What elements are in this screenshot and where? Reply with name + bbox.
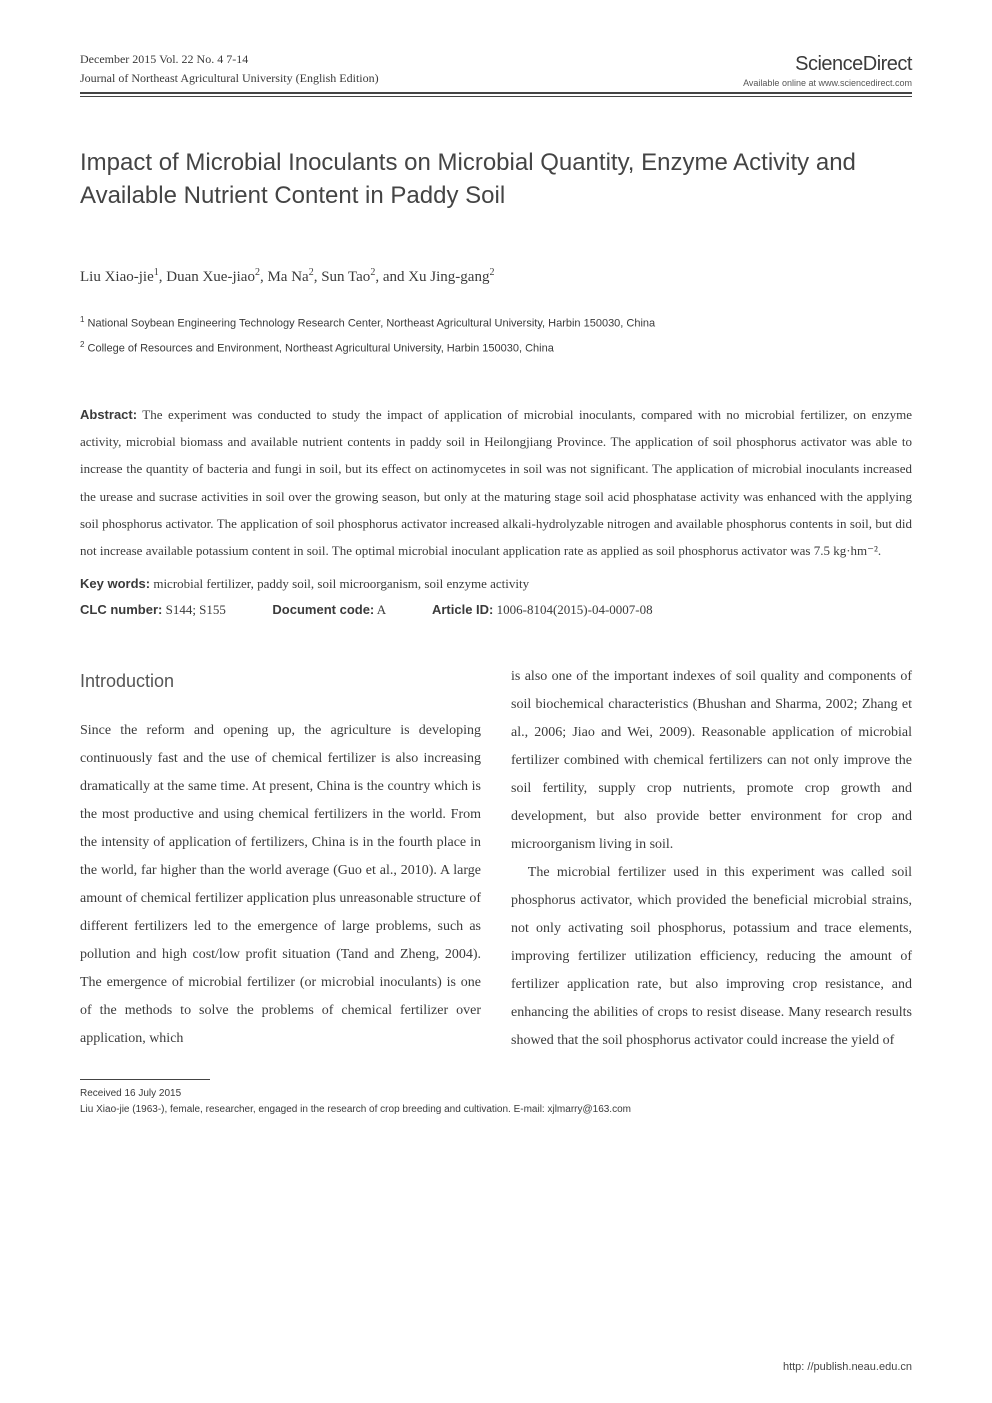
abstract-text: The experiment was conducted to study th… bbox=[80, 407, 912, 558]
doc-code-label: Document code: bbox=[272, 602, 374, 617]
affiliation-text-1: National Soybean Engineering Technology … bbox=[84, 318, 655, 330]
journal-name: Journal of Northeast Agricultural Univer… bbox=[80, 69, 379, 88]
keywords: Key words: microbial fertilizer, paddy s… bbox=[80, 571, 912, 597]
footnote-received: Received 16 July 2015 bbox=[80, 1086, 912, 1102]
article-title: Impact of Microbial Inoculants on Microb… bbox=[80, 147, 912, 212]
affiliations: 1 National Soybean Engineering Technolog… bbox=[80, 311, 912, 361]
keywords-text: microbial fertilizer, paddy soil, soil m… bbox=[150, 576, 529, 591]
article-meta: CLC number: S144; S155 Document code: A … bbox=[80, 597, 912, 623]
intro-paragraph-right-1: is also one of the important indexes of … bbox=[511, 663, 912, 859]
article-id-label: Article ID: bbox=[432, 602, 493, 617]
doc-code-value: A bbox=[374, 602, 385, 617]
header-right: ScienceDirect Available online at www.sc… bbox=[743, 53, 912, 88]
intro-paragraph-right-2: The microbial fertilizer used in this ex… bbox=[511, 859, 912, 1055]
footnote-rule bbox=[80, 1079, 210, 1080]
issue-line: December 2015 Vol. 22 No. 4 7-14 bbox=[80, 50, 379, 69]
sciencedirect-subline: Available online at www.sciencedirect.co… bbox=[743, 78, 912, 88]
sciencedirect-wordmark: ScienceDirect bbox=[795, 53, 912, 76]
affiliation-1: 1 National Soybean Engineering Technolog… bbox=[80, 311, 912, 336]
footnote-author: Liu Xiao-jie (1963-), female, researcher… bbox=[80, 1102, 912, 1118]
affiliation-text-2: College of Resources and Environment, No… bbox=[84, 343, 553, 355]
abstract: Abstract: The experiment was conducted t… bbox=[80, 401, 912, 565]
authors-line: Liu Xiao-jie1, Duan Xue-jiao2, Ma Na2, S… bbox=[80, 267, 912, 286]
header-left: December 2015 Vol. 22 No. 4 7-14 Journal… bbox=[80, 50, 379, 88]
page-header: December 2015 Vol. 22 No. 4 7-14 Journal… bbox=[80, 50, 912, 94]
right-column: is also one of the important indexes of … bbox=[511, 663, 912, 1055]
clc-label: CLC number: bbox=[80, 602, 162, 617]
section-heading-introduction: Introduction bbox=[80, 663, 481, 699]
clc-value: S144; S155 bbox=[162, 602, 226, 617]
header-underline bbox=[80, 96, 912, 97]
abstract-label: Abstract: bbox=[80, 407, 137, 422]
keywords-label: Key words: bbox=[80, 576, 150, 591]
sciencedirect-logo: ScienceDirect bbox=[743, 53, 912, 76]
intro-paragraph-left: Since the reform and opening up, the agr… bbox=[80, 717, 481, 1053]
left-column: Introduction Since the reform and openin… bbox=[80, 663, 481, 1055]
affiliation-2: 2 College of Resources and Environment, … bbox=[80, 336, 912, 361]
page-url: http: //publish.neau.edu.cn bbox=[783, 1361, 912, 1373]
article-id-value: 1006-8104(2015)-04-0007-08 bbox=[493, 602, 652, 617]
body-columns: Introduction Since the reform and openin… bbox=[80, 663, 912, 1055]
